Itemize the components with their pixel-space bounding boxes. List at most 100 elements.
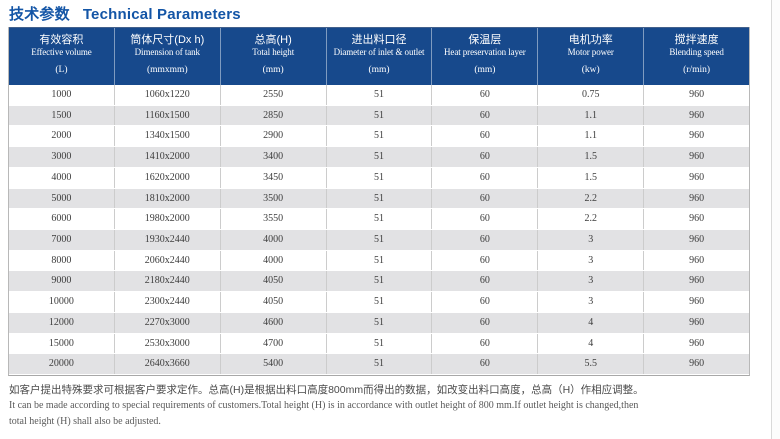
table-cell: 60 xyxy=(432,167,539,188)
column-header-en: Heat preservation layer xyxy=(444,47,526,57)
table-cell: 960 xyxy=(689,192,705,204)
table-row: 7000 1930x2440 4000 51 60 3 960 xyxy=(9,230,749,251)
table-cell: 2530x3000 xyxy=(115,333,221,354)
table-cell: 2000 xyxy=(9,126,115,147)
column-header-unit: (L) xyxy=(55,65,68,75)
table-cell: 51 xyxy=(327,188,433,209)
column-header: 进出料口径 Diameter of inlet & outlet (mm) xyxy=(327,28,433,85)
page-edge-divider xyxy=(771,0,772,439)
table-cell: 51 xyxy=(327,292,433,312)
table-cell: 1000 xyxy=(9,85,115,105)
column-header: 搅拌速度 Blending speed (r/min) xyxy=(644,28,749,85)
footnotes: 如客户提出特殊要求可根据客户要求定作。总高(H)是根据出料口高度800mm而得出… xyxy=(9,382,754,429)
page-title-en: Technical Parameters xyxy=(82,6,241,23)
page-title-zh: 技术参数 xyxy=(9,6,70,23)
table-cell: 960 xyxy=(689,89,705,100)
table-cell: 51 xyxy=(327,209,433,230)
table-cell: 3 xyxy=(538,292,645,312)
technical-parameters-table: 有效容积 Effective volume (L) 筒体尺寸(Dx h) Dimensi… xyxy=(8,27,750,377)
table-row: 1000 1060x1220 2550 51 60 0.75 960 xyxy=(9,85,749,106)
table-cell: 4700 xyxy=(221,333,327,354)
table-cell: 960 xyxy=(689,316,705,328)
table-cell: 51 xyxy=(327,230,433,250)
page-right-margin xyxy=(772,0,780,439)
column-header-en: Blending speed xyxy=(669,47,724,57)
table-cell: 51 xyxy=(327,250,433,271)
column-header-en: Effective volume xyxy=(31,47,92,57)
table-cell: 51 xyxy=(327,147,433,167)
table-cell: 1980x2000 xyxy=(115,209,221,230)
table-cell: 60 xyxy=(432,250,539,271)
table-cell: 60 xyxy=(432,333,539,354)
table-cell: 960 xyxy=(689,337,705,349)
table-cell: 2900 xyxy=(221,126,327,147)
table-cell: 51 xyxy=(327,85,433,105)
table-cell: 1.1 xyxy=(538,105,645,126)
column-header-en: Motor power xyxy=(567,47,614,57)
table-cell: 60 xyxy=(432,209,539,230)
table-cell: 2.2 xyxy=(538,209,645,230)
column-header-en: Total height xyxy=(252,47,295,57)
column-header-en: Diameter of inlet & outlet xyxy=(333,47,425,57)
table-cell: 3500 xyxy=(221,188,327,209)
table-row: 12000 2270x3000 4600 51 60 4 960 xyxy=(9,312,749,334)
table-cell: 6000 xyxy=(9,209,115,230)
table-cell: 9000 xyxy=(9,271,115,292)
table-cell: 60 xyxy=(432,292,539,312)
table-row: 9000 2180x2440 4050 51 60 3 960 xyxy=(9,271,749,293)
column-header: 保温层 Heat preservation layer (mm) xyxy=(432,28,539,85)
table-cell: 960 xyxy=(689,213,705,225)
table-cell: 960 xyxy=(689,254,705,266)
table-row: 15000 2530x3000 4700 51 60 4 960 xyxy=(9,333,749,355)
column-header-unit: (r/min) xyxy=(683,65,711,75)
table-cell: 3550 xyxy=(221,209,327,230)
table-cell: 3 xyxy=(538,271,645,292)
table-cell: 1620x2000 xyxy=(115,167,221,188)
table-cell: 960 xyxy=(689,171,705,183)
column-header-zh: 进出料口径 xyxy=(351,34,407,46)
table-cell: 960 xyxy=(689,109,705,121)
table-cell: 51 xyxy=(327,167,433,188)
table-row: 3000 1410x2000 3400 51 60 1.5 960 xyxy=(9,147,749,168)
table-cell: 4000 xyxy=(221,250,327,271)
table-cell: 1160x1500 xyxy=(115,105,221,126)
table-cell: 51 xyxy=(327,105,433,126)
table-row: 20000 2640x3660 5400 51 60 5.5 960 xyxy=(9,354,749,376)
table-cell: 12000 xyxy=(9,312,115,333)
table-cell: 3450 xyxy=(221,167,327,188)
column-header-unit: (mm) xyxy=(474,65,496,75)
table-cell: 2640x3660 xyxy=(115,354,221,375)
column-header-en: Dimension of tank xyxy=(134,47,200,57)
table-cell: 960 xyxy=(689,296,705,308)
column-header: 总高(H) Total height (mm) xyxy=(221,28,327,85)
table-row: 4000 1620x2000 3450 51 60 1.5 960 xyxy=(9,167,749,189)
table-row: 1500 1160x1500 2850 51 60 1.1 960 xyxy=(9,105,749,127)
table-row: 10000 2300x2440 4050 51 60 3 960 xyxy=(9,292,749,313)
column-header-unit: (kw) xyxy=(581,65,600,75)
table-cell: 3000 xyxy=(9,147,115,167)
table-cell: 1060x1220 xyxy=(115,85,221,105)
table-row: 8000 2060x2440 4000 51 60 3 960 xyxy=(9,250,749,272)
table-cell: 4600 xyxy=(221,312,327,333)
table-cell: 2550 xyxy=(221,85,327,105)
table-cell: 960 xyxy=(689,130,705,142)
table-cell: 2270x3000 xyxy=(115,312,221,333)
table-cell: 10000 xyxy=(9,292,115,312)
column-header-zh: 有效容积 xyxy=(39,34,84,46)
column-header-zh: 筒体尺寸(Dx h) xyxy=(130,34,205,46)
table-cell: 1810x2000 xyxy=(115,188,221,209)
table-cell: 60 xyxy=(432,354,539,375)
table-cell: 0.75 xyxy=(538,85,645,105)
table-cell: 60 xyxy=(432,126,539,147)
table-cell: 1340x1500 xyxy=(115,126,221,147)
table-cell: 15000 xyxy=(9,333,115,354)
table-cell: 5000 xyxy=(9,188,115,209)
table-cell: 3 xyxy=(538,250,645,271)
column-header-zh: 总高(H) xyxy=(254,34,292,46)
footnote-zh: 如客户提出特殊要求可根据客户要求定作。总高(H)是根据出料口高度800mm而得出… xyxy=(9,384,644,396)
table-cell: 1.5 xyxy=(538,167,645,188)
table-cell: 60 xyxy=(432,85,539,105)
table-cell: 1.1 xyxy=(538,126,645,147)
table-cell: 4 xyxy=(538,312,645,333)
